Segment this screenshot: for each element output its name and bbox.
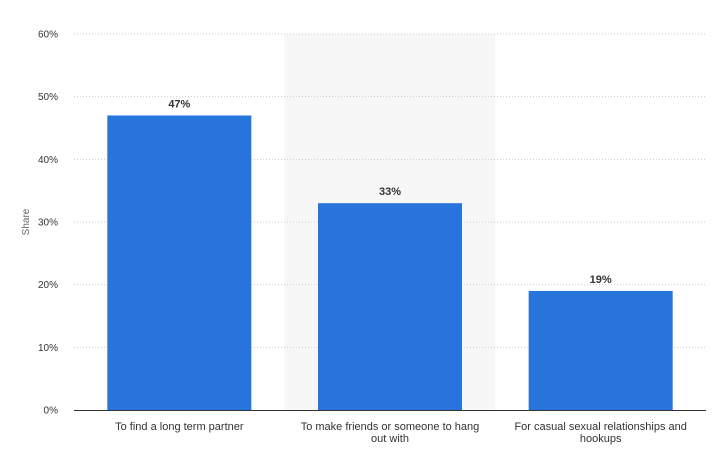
x-tick-label: To find a long term partner	[115, 421, 244, 433]
y-tick-label: 20%	[38, 280, 58, 291]
y-tick-label: 60%	[38, 30, 58, 41]
x-tick-label: To make friends or someone to hang out wi…	[301, 421, 480, 445]
bar[interactable]	[318, 203, 462, 410]
y-axis-title: Share	[21, 208, 32, 235]
y-tick-label: 30%	[38, 218, 58, 229]
data-label: 33%	[379, 186, 401, 198]
y-tick-label: 50%	[38, 92, 58, 103]
data-label: 19%	[590, 274, 612, 286]
data-label: 47%	[168, 98, 190, 110]
bar[interactable]	[107, 115, 252, 410]
y-tick-label: 0%	[44, 406, 59, 417]
y-tick-label: 40%	[38, 155, 58, 166]
x-tick-label: For casual sexual relationships and hooku…	[514, 421, 686, 445]
bar[interactable]	[528, 290, 673, 410]
y-tick-label: 10%	[38, 343, 58, 354]
